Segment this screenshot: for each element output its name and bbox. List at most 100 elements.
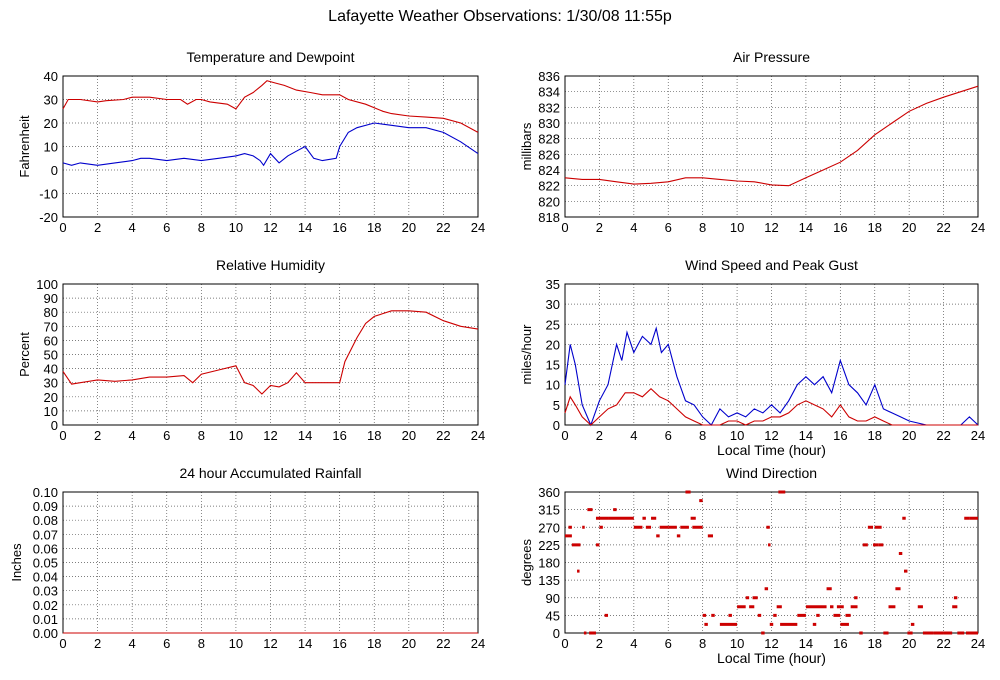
y-tick-label: 0.08 bbox=[33, 513, 58, 528]
wind-direction-point bbox=[757, 613, 762, 617]
x-tick-label: 4 bbox=[129, 636, 136, 651]
temperature-y-axis-label: Fahrenheit bbox=[17, 115, 32, 178]
y-tick-label: 0.09 bbox=[33, 499, 58, 514]
wind-direction-point bbox=[577, 569, 580, 573]
y-tick-label: 0.01 bbox=[33, 612, 58, 627]
x-tick-label: 12 bbox=[764, 428, 778, 443]
wind-direction-point bbox=[676, 534, 681, 538]
wind-direction-point bbox=[898, 551, 903, 555]
wind-direction-point bbox=[845, 613, 851, 617]
x-tick-label: 2 bbox=[94, 220, 101, 235]
x-tick-label: 22 bbox=[436, 636, 450, 651]
wind-speed-series-0-line bbox=[564, 326, 979, 427]
y-tick-label: 80 bbox=[44, 305, 58, 320]
wind-direction-point bbox=[595, 543, 600, 547]
x-tick-label: 8 bbox=[198, 636, 205, 651]
y-tick-label: 822 bbox=[538, 179, 560, 194]
y-tick-label: 60 bbox=[44, 333, 58, 348]
x-tick-label: 20 bbox=[402, 428, 416, 443]
page-title: Lafayette Weather Observations: 1/30/08 … bbox=[328, 8, 672, 25]
wind-direction-point bbox=[862, 543, 868, 547]
x-tick-label: 4 bbox=[129, 220, 136, 235]
wind-direction-point bbox=[922, 631, 934, 635]
x-tick-label: 20 bbox=[402, 636, 416, 651]
x-tick-label: 18 bbox=[868, 636, 882, 651]
x-tick-label: 10 bbox=[229, 428, 243, 443]
wind-direction-point bbox=[816, 613, 820, 617]
wind-direction-point bbox=[952, 605, 958, 609]
y-tick-label: 90 bbox=[546, 591, 560, 606]
y-tick-label: 836 bbox=[538, 69, 560, 84]
wind-direction-point bbox=[680, 525, 689, 529]
wind-direction-title: Wind Direction bbox=[726, 465, 817, 481]
wind-direction-point bbox=[668, 525, 677, 529]
x-tick-label: 24 bbox=[971, 428, 985, 443]
wind-direction-point bbox=[797, 613, 806, 617]
x-tick-label: 20 bbox=[902, 220, 916, 235]
wind-direction-x-axis-label: Local Time (hour) bbox=[717, 650, 826, 666]
wind-direction-point bbox=[582, 525, 585, 529]
y-tick-label: 15 bbox=[546, 358, 560, 373]
y-tick-label: 20 bbox=[44, 390, 58, 405]
x-tick-label: 0 bbox=[561, 636, 568, 651]
wind-direction-point bbox=[878, 543, 884, 547]
pressure-plot-frame bbox=[564, 75, 979, 218]
y-tick-label: 0 bbox=[553, 418, 560, 433]
x-tick-label: 14 bbox=[799, 428, 813, 443]
wind-direction-point bbox=[737, 605, 746, 609]
x-tick-label: 12 bbox=[764, 636, 778, 651]
wind-direction-point bbox=[690, 516, 696, 520]
wind-direction-point bbox=[711, 613, 715, 617]
y-tick-label: 0.04 bbox=[33, 570, 58, 585]
y-tick-label: 70 bbox=[44, 319, 58, 334]
x-tick-label: 18 bbox=[367, 220, 381, 235]
wind-direction-point bbox=[826, 587, 832, 591]
x-tick-label: 10 bbox=[229, 636, 243, 651]
wind-direction-point bbox=[764, 587, 769, 591]
x-tick-label: 12 bbox=[263, 428, 277, 443]
rainfall-title: 24 hour Accumulated Rainfall bbox=[179, 465, 361, 481]
x-tick-label: 24 bbox=[971, 220, 985, 235]
wind-direction-point bbox=[840, 622, 849, 626]
wind-direction-point bbox=[833, 613, 841, 617]
x-tick-label: 2 bbox=[596, 428, 603, 443]
x-tick-label: 8 bbox=[699, 428, 706, 443]
x-tick-label: 22 bbox=[436, 428, 450, 443]
temperature-plot-frame bbox=[62, 75, 479, 218]
x-tick-label: 16 bbox=[833, 428, 847, 443]
wind-direction-point bbox=[583, 631, 587, 635]
wind-direction-point bbox=[728, 613, 732, 617]
y-tick-label: 20 bbox=[546, 337, 560, 352]
wind-direction-point bbox=[873, 543, 879, 547]
x-tick-label: 22 bbox=[936, 428, 950, 443]
wind-direction-point bbox=[589, 631, 596, 635]
temperature-title: Temperature and Dewpoint bbox=[186, 49, 354, 65]
wind-direction-point bbox=[859, 631, 863, 635]
wind-direction-point bbox=[568, 525, 572, 529]
x-tick-label: 2 bbox=[596, 220, 603, 235]
y-tick-label: 818 bbox=[538, 210, 560, 225]
x-tick-label: 4 bbox=[630, 636, 637, 651]
wind-speed-x-axis-label: Local Time (hour) bbox=[717, 442, 826, 458]
y-tick-label: 828 bbox=[538, 132, 560, 147]
x-tick-label: 10 bbox=[229, 220, 243, 235]
wind-direction-point bbox=[964, 516, 970, 520]
wind-direction-point bbox=[768, 543, 771, 547]
y-tick-label: 0 bbox=[51, 418, 58, 433]
y-tick-label: 0 bbox=[51, 163, 58, 178]
x-tick-label: 24 bbox=[971, 636, 985, 651]
y-tick-label: 360 bbox=[538, 485, 560, 500]
wind-direction-point bbox=[910, 622, 915, 626]
x-tick-label: 24 bbox=[471, 220, 485, 235]
x-tick-label: 6 bbox=[163, 428, 170, 443]
wind-direction-point bbox=[850, 605, 858, 609]
wind-direction-point bbox=[719, 622, 738, 626]
y-tick-label: 0.06 bbox=[33, 541, 58, 556]
temperature-series-0-line bbox=[62, 80, 479, 133]
y-tick-label: 10 bbox=[44, 404, 58, 419]
x-tick-label: 14 bbox=[298, 428, 312, 443]
wind-direction-point bbox=[685, 490, 691, 494]
y-tick-label: 30 bbox=[546, 297, 560, 312]
